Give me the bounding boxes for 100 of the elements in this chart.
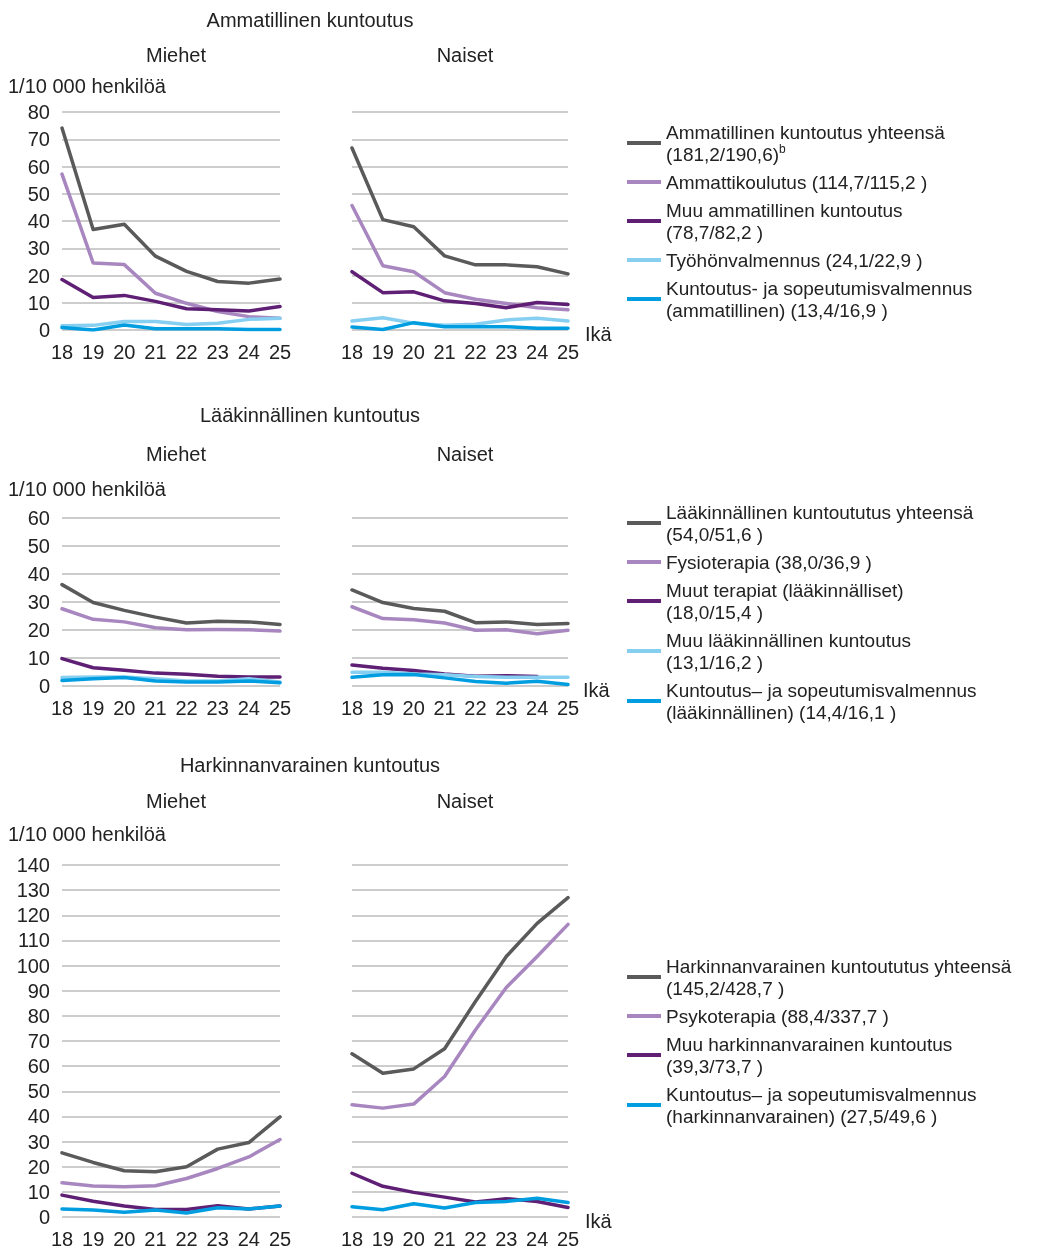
x-tick-label: 25 xyxy=(268,1228,292,1250)
y-tick-label: 30 xyxy=(27,1130,50,1153)
legend-label: Fysioterapia (38,0/36,9 ) xyxy=(666,551,872,573)
x-tick-label: 23 xyxy=(206,697,229,719)
y-tick-label: 50 xyxy=(27,182,50,205)
x-axis-title: Ikä xyxy=(585,1210,613,1232)
x-tick-label: 23 xyxy=(495,341,518,363)
x-tick-label: 23 xyxy=(206,1228,229,1250)
x-axis-title: Ikä xyxy=(583,679,611,701)
x-tick-label: 25 xyxy=(556,341,580,363)
y-tick-label: 20 xyxy=(27,619,50,641)
chart-title: Lääkinnällinen kuntoutus xyxy=(198,403,422,427)
x-tick-label: 19 xyxy=(371,1228,394,1250)
line-series xyxy=(60,277,282,313)
y-tick-label: 30 xyxy=(27,591,50,613)
x-tick-label: 22 xyxy=(464,341,487,363)
x-tick-label: 19 xyxy=(82,1228,105,1250)
y-tick-label: 120 xyxy=(16,904,50,927)
x-tick-label: 20 xyxy=(402,341,425,363)
legend-label: Muu lääkinnällinen kuntoutus (13,1/16,2 ) xyxy=(666,629,912,673)
chart-subtitle: Miehet xyxy=(145,443,207,465)
x-axis-title: Ikä xyxy=(585,323,613,345)
x-tick-label: 22 xyxy=(175,341,198,363)
x-tick-label: 18 xyxy=(340,1228,364,1250)
x-tick-label: 21 xyxy=(433,697,456,719)
y-tick-label: 10 xyxy=(27,291,50,314)
legend-label: Työhönvalmennus (24,1/22,9 ) xyxy=(666,249,923,271)
x-tick-label: 24 xyxy=(237,341,260,363)
legend-label: Harkinnanvarainen kuntoututus yhteensä (145,2/428,7 ) xyxy=(666,955,1012,999)
x-tick-label: 21 xyxy=(144,1228,167,1250)
legend-label: Muut terapiat (lääkinnälliset) (18,0/15,4 ) xyxy=(666,579,904,623)
x-tick-label: 25 xyxy=(556,697,580,719)
x-tick-label: 19 xyxy=(371,697,394,719)
y-tick-label: 70 xyxy=(27,1030,50,1052)
y-tick-label: 60 xyxy=(27,155,50,178)
line-series xyxy=(60,1204,282,1215)
line-series xyxy=(60,1115,282,1174)
x-tick-label: 21 xyxy=(433,1228,456,1250)
y-tick-label: 70 xyxy=(27,128,50,151)
x-tick-label: 18 xyxy=(50,1228,74,1250)
y-tick-label: 20 xyxy=(27,1155,50,1178)
y-tick-label: 0 xyxy=(38,675,50,697)
x-tick-label: 22 xyxy=(175,697,198,719)
x-tick-label: 18 xyxy=(50,341,74,363)
line-series xyxy=(60,582,282,627)
x-tick-label: 23 xyxy=(495,1228,518,1250)
y-tick-label: 130 xyxy=(16,879,50,902)
x-tick-label: 19 xyxy=(82,697,105,719)
x-tick-label: 22 xyxy=(175,1228,198,1250)
y-axis-title: 1/10 000 henkilöä xyxy=(8,823,167,845)
chart-title: Harkinnanvarainen kuntoutus xyxy=(178,753,442,777)
y-axis-title: 1/10 000 henkilöä xyxy=(8,478,167,500)
y-tick-label: 40 xyxy=(27,210,50,232)
y-tick-label: 40 xyxy=(27,1105,50,1128)
x-tick-label: 24 xyxy=(526,1228,549,1250)
y-tick-label: 60 xyxy=(27,507,50,529)
y-tick-label: 90 xyxy=(27,979,50,1002)
x-tick-label: 21 xyxy=(433,341,456,363)
legend-label: Lääkinnällinen kuntoututus yhteensä (54,0/51,6 ) xyxy=(666,501,974,545)
x-tick-label: 24 xyxy=(237,1228,260,1250)
x-tick-label: 23 xyxy=(495,697,518,719)
chart-subtitle: Naiset xyxy=(436,443,494,465)
x-tick-label: 20 xyxy=(113,1228,136,1250)
legend-label: Kuntoutus– ja sopeutumisvalmennus (harkinnanvarainen) (27,5/49,6 ) xyxy=(666,1083,977,1127)
y-axis-title: 1/10 000 henkilöä xyxy=(8,75,167,97)
y-tick-label: 0 xyxy=(38,1206,50,1228)
y-tick-label: 40 xyxy=(27,563,50,585)
y-tick-label: 30 xyxy=(27,237,50,260)
x-tick-label: 24 xyxy=(237,697,260,719)
y-tick-label: 20 xyxy=(27,264,50,287)
x-tick-label: 20 xyxy=(113,697,136,719)
x-tick-label: 20 xyxy=(402,697,425,719)
y-tick-label: 10 xyxy=(27,1180,50,1203)
x-tick-label: 19 xyxy=(371,341,394,363)
y-tick-label: 140 xyxy=(16,854,50,876)
x-tick-label: 18 xyxy=(340,697,364,719)
line-series xyxy=(60,316,282,328)
y-tick-label: 50 xyxy=(27,535,50,557)
y-tick-label: 50 xyxy=(27,1080,50,1103)
legend-label: Kuntoutus- ja sopeutumisvalmennus (ammatillinen) (13,4/16,9 ) xyxy=(666,277,973,321)
y-tick-label: 80 xyxy=(27,101,50,123)
x-tick-label: 19 xyxy=(82,341,105,363)
y-tick-label: 60 xyxy=(27,1055,50,1078)
y-tick-label: 100 xyxy=(16,954,50,977)
legend-label: Ammattikoulutus (114,7/115,2 ) xyxy=(666,171,928,193)
legend-label: Muu harkinnanvarainen kuntoutus (39,3/73,7 ) xyxy=(666,1033,953,1077)
line-series xyxy=(60,1137,282,1189)
y-tick-label: 80 xyxy=(27,1004,50,1027)
chart-subtitle: Naiset xyxy=(436,790,494,812)
legend-label: Muu ammatillinen kuntoutus (78,7/82,2 ) xyxy=(666,199,903,243)
x-tick-label: 18 xyxy=(50,697,74,719)
chart-subtitle: Naiset xyxy=(436,44,494,66)
y-tick-label: 10 xyxy=(27,647,50,669)
x-tick-label: 20 xyxy=(113,341,136,363)
chart-title: Ammatillinen kuntoutus xyxy=(205,8,415,32)
chart-subtitle: Miehet xyxy=(145,790,207,812)
chart-subtitle: Miehet xyxy=(145,44,207,66)
x-tick-label: 24 xyxy=(526,697,549,719)
line-series xyxy=(60,126,282,285)
line-series xyxy=(60,606,282,633)
